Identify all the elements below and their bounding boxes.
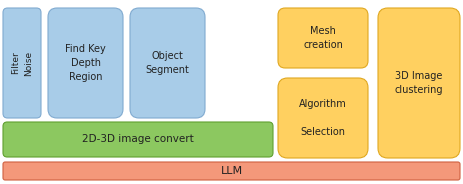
FancyBboxPatch shape [48, 8, 123, 118]
Text: Filter
Noise: Filter Noise [11, 50, 33, 76]
FancyBboxPatch shape [377, 8, 459, 158]
FancyBboxPatch shape [277, 8, 367, 68]
Text: Mesh
creation: Mesh creation [302, 26, 342, 50]
FancyBboxPatch shape [277, 78, 367, 158]
FancyBboxPatch shape [3, 162, 459, 180]
Text: 2D-3D image convert: 2D-3D image convert [82, 135, 194, 144]
FancyBboxPatch shape [3, 122, 272, 157]
Text: 3D Image
clustering: 3D Image clustering [394, 71, 442, 95]
Text: Find Key
Depth
Region: Find Key Depth Region [65, 44, 106, 82]
Text: LLM: LLM [220, 166, 242, 176]
Text: Algorithm

Selection: Algorithm Selection [299, 99, 346, 137]
FancyBboxPatch shape [130, 8, 205, 118]
Text: Object
Segment: Object Segment [145, 51, 189, 75]
FancyBboxPatch shape [3, 8, 41, 118]
